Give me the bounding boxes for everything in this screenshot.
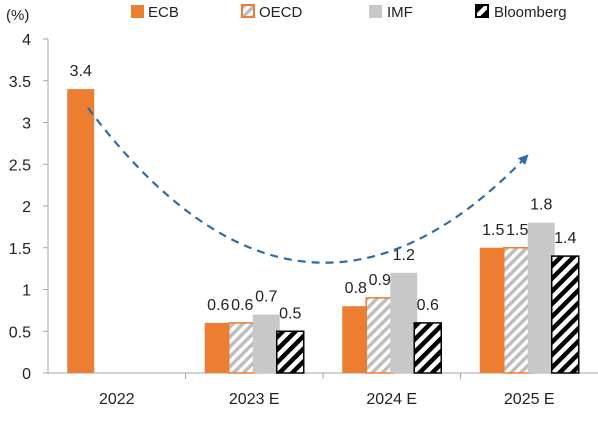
bar-imf-2024-e xyxy=(390,272,418,373)
bars xyxy=(67,89,580,374)
y-tick-label: 1.5 xyxy=(9,241,31,258)
bar-ecb-2024-e xyxy=(342,306,370,373)
legend-label-bloomberg: Bloomberg xyxy=(494,4,567,21)
data-label-bloomberg: 0.6 xyxy=(417,297,439,314)
bar-imf-2023-e xyxy=(252,314,280,373)
bar-imf-2025-e xyxy=(527,222,555,373)
data-label-ecb: 3.4 xyxy=(70,63,92,80)
y-tick-label: 3.5 xyxy=(9,74,31,91)
bar-bloomberg-2025-e xyxy=(551,255,580,374)
x-tick-label: 2024 E xyxy=(366,391,417,408)
x-ticks: 2022 2023 E 2024 E 2025 E xyxy=(99,373,555,408)
y-unit-label: (%) xyxy=(6,7,29,24)
legend-swatch-bloomberg xyxy=(475,4,489,18)
bar-oecd-2025-e xyxy=(503,247,532,374)
bar-bloomberg-2024-e xyxy=(413,322,442,374)
legend-label-oecd: OECD xyxy=(259,4,303,21)
data-label-bloomberg: 1.4 xyxy=(554,230,576,247)
y-tick-label: 4 xyxy=(22,32,31,49)
y-tick-label: 2.5 xyxy=(9,157,31,174)
bar-ecb-2022 xyxy=(67,89,95,373)
x-tick-label: 2025 E xyxy=(504,391,555,408)
legend-label-ecb: ECB xyxy=(148,4,179,21)
y-tick-label: 0.5 xyxy=(9,324,31,341)
y-tick-label: 0 xyxy=(22,366,31,383)
x-tick-label: 2023 E xyxy=(229,391,280,408)
data-label-bloomberg: 0.5 xyxy=(279,305,301,322)
y-tick-label: 2 xyxy=(22,199,31,216)
data-label-ecb: 0.8 xyxy=(345,280,367,297)
bar-oecd-2023-e xyxy=(228,322,257,374)
data-label-imf: 1.2 xyxy=(393,247,415,264)
legend-swatch-ecb xyxy=(131,5,144,18)
x-tick-label: 2022 xyxy=(99,391,135,408)
bar-bloomberg-2023-e xyxy=(276,330,305,374)
legend-swatch-imf xyxy=(369,5,382,18)
data-label-oecd: 1.5 xyxy=(506,222,528,239)
data-label-ecb: 1.5 xyxy=(482,222,504,239)
legend-label-imf: IMF xyxy=(387,4,413,21)
y-ticks: 0 0.5 1 1.5 2 2.5 3 3.5 4 xyxy=(9,32,48,383)
data-label-imf: 0.7 xyxy=(255,289,277,306)
bar-ecb-2023-e xyxy=(204,322,232,373)
data-label-oecd: 0.6 xyxy=(231,297,253,314)
data-label-imf: 1.8 xyxy=(530,197,552,214)
bar-ecb-2025-e xyxy=(479,247,507,373)
legend-swatch-oecd xyxy=(241,4,255,18)
y-tick-label: 3 xyxy=(22,116,31,133)
bar-oecd-2024-e xyxy=(365,297,394,374)
data-label-oecd: 0.9 xyxy=(369,272,391,289)
bar-labels: 3.40.6 0.6 0.70.50.8 0.91.20.61.5 1.51.81.4 xyxy=(70,63,577,322)
y-tick-label: 1 xyxy=(22,283,31,300)
legend: ECB OECD IMF Bloomberg xyxy=(131,4,567,21)
data-label-ecb: 0.6 xyxy=(207,297,229,314)
trend-arrow xyxy=(87,107,529,264)
